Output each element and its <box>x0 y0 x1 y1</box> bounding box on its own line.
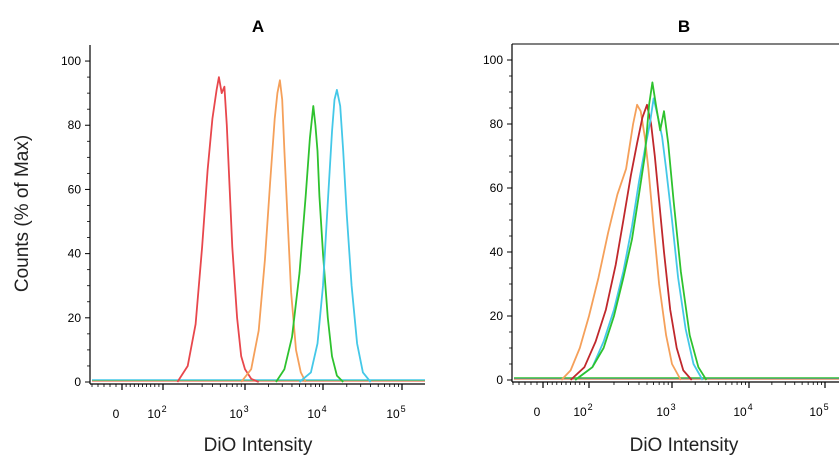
y-tick-label: 100 <box>483 53 503 67</box>
y-tick-label: 40 <box>490 245 504 259</box>
x-tick-label: 102 <box>573 402 592 419</box>
y-tick-label: 20 <box>68 311 82 325</box>
x-tick-label: 104 <box>307 404 326 421</box>
series-line-1 <box>560 103 682 381</box>
y-tick-label: 80 <box>68 118 82 132</box>
x-tick-label: 105 <box>386 404 405 421</box>
y-tick-label: 80 <box>490 117 504 131</box>
series-line-2 <box>240 79 307 383</box>
y-tick-label: 60 <box>490 181 504 195</box>
panel-title: A <box>252 17 264 36</box>
x-axis-title: DiO Intensity <box>630 435 739 456</box>
series-line-3 <box>275 105 344 383</box>
x-tick-label: 103 <box>229 404 248 421</box>
x-tick-label: 0 <box>534 405 541 419</box>
panel-b: B 0 20 40 60 80 100 0 102 103 104 105 DiO Intensity <box>483 17 839 456</box>
x-axis-title: DiO Intensity <box>204 435 313 456</box>
series-line-1 <box>176 76 260 383</box>
y-tick-label: 0 <box>74 375 81 389</box>
panel-a: A 0 20 40 60 80 100 0 102 103 104 105 DiO Intensity C… <box>12 17 425 456</box>
y-tick-label: 20 <box>490 309 504 323</box>
y-tick-label: 100 <box>61 54 81 68</box>
x-tick-label: 105 <box>809 402 828 419</box>
x-tick-label: 104 <box>733 402 752 419</box>
x-tick-label: 0 <box>113 407 120 421</box>
y-axis-title: Counts (% of Max) <box>12 135 33 292</box>
series-line-2 <box>569 103 693 381</box>
y-tick-label: 60 <box>68 182 82 196</box>
series-line-4 <box>574 81 708 381</box>
x-tick-label: 103 <box>656 402 675 419</box>
y-tick-label: 0 <box>496 373 503 387</box>
x-tick-label: 102 <box>147 404 166 421</box>
series-line-3 <box>574 97 704 381</box>
series-line-4 <box>298 89 372 383</box>
y-tick-label: 40 <box>68 247 82 261</box>
panel-title: B <box>678 17 690 36</box>
